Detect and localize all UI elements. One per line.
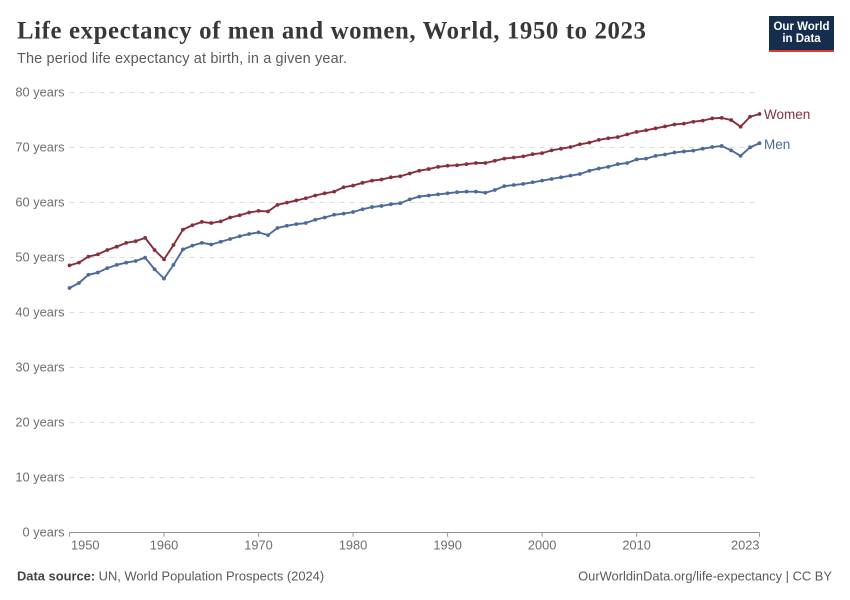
svg-text:40 years: 40 years [15, 305, 64, 320]
svg-text:0 years: 0 years [23, 525, 65, 540]
svg-text:1970: 1970 [244, 538, 272, 553]
svg-text:60 years: 60 years [15, 194, 64, 209]
svg-text:1950: 1950 [71, 538, 99, 553]
svg-text:50 years: 50 years [15, 249, 64, 264]
svg-text:10 years: 10 years [15, 470, 64, 485]
svg-text:OurWorldinData.org/life-expect: OurWorldinData.org/life-expectancy | CC … [578, 568, 832, 583]
svg-text:20 years: 20 years [15, 415, 64, 430]
svg-text:Data source: UN, World Populat: Data source: UN, World Population Prospe… [17, 568, 324, 583]
svg-text:Men: Men [764, 137, 790, 152]
svg-text:2023: 2023 [731, 538, 759, 553]
svg-text:Life expectancy of men and wom: Life expectancy of men and women, World,… [17, 18, 647, 45]
svg-text:30 years: 30 years [15, 360, 64, 375]
svg-text:2000: 2000 [528, 538, 556, 553]
svg-text:The period life expectancy at: The period life expectancy at birth, in … [17, 51, 347, 67]
svg-text:1980: 1980 [339, 538, 367, 553]
svg-text:2010: 2010 [622, 538, 650, 553]
svg-text:70 years: 70 years [15, 139, 64, 154]
svg-text:1990: 1990 [433, 538, 461, 553]
svg-text:Women: Women [764, 107, 810, 122]
svg-text:1960: 1960 [150, 538, 178, 553]
svg-text:80 years: 80 years [15, 84, 64, 99]
